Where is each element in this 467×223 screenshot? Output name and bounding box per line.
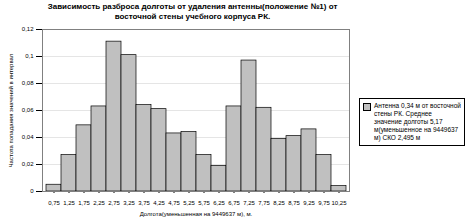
svg-text:9,25: 9,25	[303, 200, 315, 206]
svg-text:0,02: 0,02	[22, 161, 34, 167]
svg-text:0,04: 0,04	[22, 134, 34, 140]
svg-text:7,75: 7,75	[258, 200, 270, 206]
svg-text:2,75: 2,75	[108, 200, 120, 206]
svg-text:5,75: 5,75	[198, 200, 210, 206]
svg-text:8,25: 8,25	[273, 200, 285, 206]
svg-text:6,25: 6,25	[213, 200, 225, 206]
svg-text:5,25: 5,25	[183, 200, 195, 206]
svg-text:8,75: 8,75	[288, 200, 300, 206]
svg-text:2,25: 2,25	[93, 200, 105, 206]
svg-text:3,75: 3,75	[138, 200, 150, 206]
svg-text:7,25: 7,25	[243, 200, 255, 206]
svg-text:0,08: 0,08	[22, 80, 34, 86]
svg-text:10,25: 10,25	[331, 200, 347, 206]
svg-text:3,25: 3,25	[123, 200, 135, 206]
svg-text:0: 0	[30, 188, 34, 194]
svg-text:Долгота(уменьшенная на 9449637: Долгота(уменьшенная на 9449637 м), м.	[140, 211, 253, 217]
svg-text:1,75: 1,75	[78, 200, 90, 206]
svg-text:0,06: 0,06	[22, 107, 34, 113]
svg-text:9,75: 9,75	[318, 200, 330, 206]
html-text:Антенна 0,34 м от восточной ст: Антенна 0,34 м от восточной стены РК. Ср…	[374, 102, 461, 141]
svg-text:0,12: 0,12	[22, 26, 34, 32]
svg-text:1,25: 1,25	[63, 200, 75, 206]
svg-text:6,75: 6,75	[228, 200, 240, 206]
svg-text:0,1: 0,1	[25, 53, 34, 59]
svg-text:4,25: 4,25	[153, 200, 165, 206]
svg-text:0,75: 0,75	[48, 200, 60, 206]
html-text:Зависимость разброса долготы о: Зависимость разброса долготы от удаления…	[47, 2, 338, 21]
svg-text:Частота попадания значений в и: Частота попадания значений в интервал	[8, 53, 14, 167]
svg-text:4,75: 4,75	[168, 200, 180, 206]
